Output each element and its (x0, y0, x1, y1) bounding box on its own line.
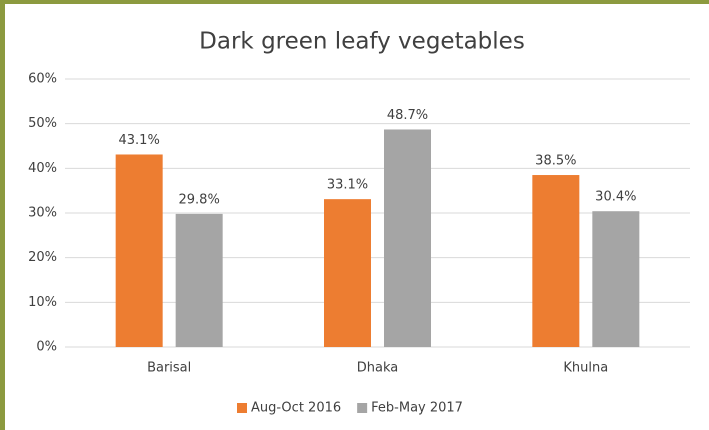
data-label: 33.1% (327, 178, 368, 193)
legend-label: Aug-Oct 2016 (251, 401, 341, 416)
y-tick-label: 60% (28, 72, 57, 87)
y-tick-label: 50% (28, 116, 57, 131)
data-label: 48.7% (387, 108, 428, 123)
legend-swatch (357, 403, 368, 413)
y-tick-label: 10% (28, 295, 57, 310)
legend-label: Feb-May 2017 (371, 401, 463, 416)
data-label: 29.8% (179, 192, 220, 207)
bar (532, 175, 580, 347)
chart-title: Dark green leafy vegetables (199, 29, 525, 55)
bar (384, 129, 431, 347)
data-label: 43.1% (119, 133, 160, 148)
chart: Dark green leafy vegetables 0% 10% 20% 30% 4… (5, 4, 709, 430)
bar (324, 199, 371, 347)
y-tick-label: 30% (28, 206, 57, 221)
legend-swatch (237, 403, 247, 413)
x-tick-label: Khulna (563, 361, 608, 376)
bar (115, 154, 163, 347)
data-label: 30.4% (595, 190, 636, 205)
data-label: 38.5% (535, 154, 576, 169)
x-tick-label: Dhaka (357, 361, 398, 376)
bar (175, 213, 223, 347)
y-tick-label: 20% (28, 250, 57, 265)
y-tick-label: 40% (28, 161, 57, 176)
y-tick-label: 0% (36, 340, 57, 355)
bar (592, 211, 640, 347)
x-tick-label: Barisal (147, 361, 191, 376)
